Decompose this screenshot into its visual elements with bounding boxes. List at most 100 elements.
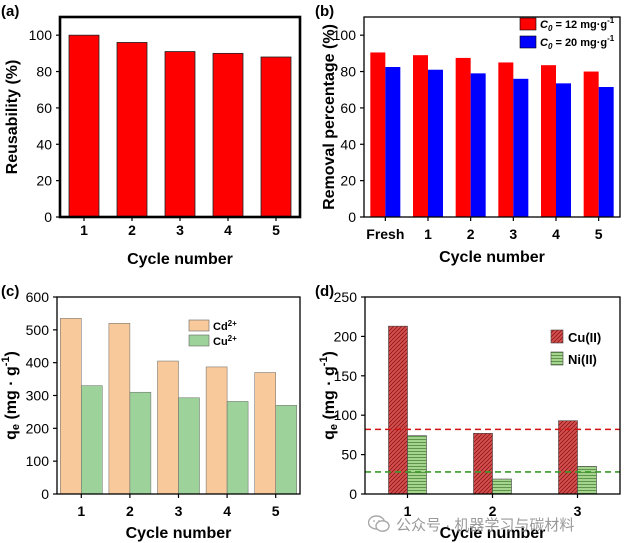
d-ytick-label-0: 0 (349, 486, 357, 502)
b-ytick-label-0: 0 (348, 209, 356, 225)
d-xtick-label-0: 1 (404, 503, 412, 519)
c-ytick-label-6: 600 (26, 289, 50, 305)
d-bar-s1-0 (407, 435, 427, 495)
c-ytick-label-5: 500 (26, 322, 50, 338)
watermark: 公众号 · 机器学习与碳材料 (368, 512, 622, 536)
a-ylabel: Reusability (%) (4, 60, 21, 175)
panel-c: 0 100 200 300 400 500 600 1 2 3 4 5 Cycle number qe (… (0, 283, 301, 542)
a-ytick-label-3: 60 (36, 100, 52, 116)
d-legend-label-1: Ni(II) (568, 352, 597, 367)
b-ytick-label-2: 40 (340, 136, 356, 152)
c-ytick-label-0: 0 (41, 486, 49, 502)
d-panel-label: (d) (315, 283, 334, 300)
b-legend-swatch-1 (519, 35, 537, 49)
c-legend-swatch-1 (188, 334, 210, 347)
a-xtick-label-2: 3 (176, 222, 184, 238)
c-bar-s1-1 (129, 391, 152, 495)
d-ytick-label-5: 250 (334, 289, 358, 305)
c-xtick-label-4: 5 (272, 503, 280, 519)
b-xtick-label-4: 4 (552, 226, 560, 242)
b-xlabel: Cycle number (439, 249, 545, 266)
b-xtick-label-1: 1 (424, 226, 432, 242)
b-panel-label: (b) (315, 3, 334, 20)
d-bar-s0-2 (558, 420, 578, 495)
c-bar-s1-0 (81, 385, 103, 495)
c-panel-label: (c) (1, 283, 19, 300)
d-bar-s0-1 (473, 433, 493, 495)
c-ytick-label-3: 300 (26, 388, 50, 404)
d-bar-s1-2 (577, 466, 597, 495)
c-ytick-label-1: 100 (26, 453, 50, 469)
a-ytick-label-2: 40 (36, 136, 52, 152)
c-bar-s1-4 (275, 405, 297, 495)
a-bar-1 (116, 42, 148, 218)
a-panel-label: (a) (1, 3, 19, 20)
c-bar-s0-4 (254, 372, 276, 495)
d-xtick-label-1: 2 (489, 503, 497, 519)
b-bar-s0-0 (370, 52, 386, 217)
b-bar-s1-1 (428, 69, 443, 218)
b-bar-s0-3 (498, 62, 514, 217)
a-xlabel: Cycle number (127, 251, 233, 268)
b-bar-s1-5 (598, 87, 614, 217)
c-ytick-label-2: 200 (26, 420, 50, 436)
a-ytick-label-5: 100 (29, 27, 53, 43)
d-ytick-label-4: 200 (334, 328, 358, 344)
d-legend-swatch-1 (550, 351, 564, 366)
c-xtick-label-2: 3 (175, 503, 183, 519)
b-bar-s0-4 (541, 65, 556, 217)
b-ytick-label-5: 100 (333, 27, 357, 43)
c-legend-label-0: Cd2+ (213, 319, 237, 333)
c-bar-s0-1 (108, 323, 131, 495)
d-ytick-label-2: 100 (334, 407, 358, 423)
c-ytick-label-4: 400 (26, 355, 50, 371)
a-bar-0 (68, 34, 100, 218)
a-xtick-label-3: 4 (224, 222, 232, 238)
c-bar-s1-2 (178, 397, 200, 495)
panel-a: 0 20 40 60 80 100 1 2 3 4 5 Cycle number Reusability… (1, 3, 302, 268)
b-bar-s1-0 (385, 67, 401, 217)
c-xtick-label-0: 1 (77, 503, 85, 519)
b-bar-s0-2 (455, 57, 471, 218)
b-plot-frame (363, 16, 621, 218)
c-bar-s0-2 (157, 360, 179, 495)
d-legend-swatch-0 (550, 329, 564, 344)
a-ytick-label-4: 80 (36, 64, 52, 80)
a-ytick-label-1: 20 (36, 173, 52, 189)
a-bar-4 (260, 56, 292, 218)
b-legend-swatch-0 (519, 17, 537, 31)
c-bar-s0-0 (60, 318, 82, 495)
a-xtick-label-0: 1 (80, 222, 88, 238)
b-bar-s1-3 (513, 78, 529, 218)
d-legend-label-0: Cu(II) (568, 330, 601, 345)
panel-b: 0 20 40 60 80 100 Fresh 1 2 3 4 5 Cycle number Remova… (315, 3, 621, 266)
c-ylabel: qe (mg · g-1) (0, 351, 22, 440)
b-legend-label-1: C0 = 20 mg·g-1 (540, 34, 615, 51)
b-legend-label-0: C0 = 12 mg·g-1 (540, 16, 615, 33)
b-bar-s1-4 (556, 83, 571, 217)
a-bar-3 (212, 52, 244, 218)
c-xlabel: Cycle number (126, 525, 232, 542)
b-xtick-label-0: Fresh (366, 226, 404, 242)
d-xlabel: Cycle number (440, 525, 546, 542)
a-xtick-label-1: 2 (128, 222, 136, 238)
b-ytick-label-3: 60 (340, 100, 356, 116)
d-bar-s0-0 (388, 325, 408, 495)
c-bar-s0-3 (205, 366, 228, 495)
a-bar-2 (164, 51, 196, 218)
b-xtick-label-3: 3 (509, 226, 517, 242)
d-bar-s1-1 (492, 478, 512, 495)
d-ytick-label-1: 50 (341, 447, 357, 463)
wechat-icon (368, 515, 390, 532)
c-xtick-label-1: 2 (126, 503, 134, 519)
d-xtick-label-2: 3 (574, 503, 582, 519)
panel-d: 0 50 100 150 200 250 1 2 3 Cycle number qe (mg · g… (315, 283, 621, 542)
b-ylabel: Removal percentage (%) (321, 24, 338, 210)
c-legend-swatch-0 (188, 319, 210, 332)
b-bar-s0-1 (413, 55, 428, 217)
b-ytick-label-4: 80 (340, 64, 356, 80)
d-ylabel: qe (mg · g-1) (318, 351, 340, 440)
a-xtick-label-4: 5 (272, 222, 280, 238)
b-bar-s0-5 (583, 71, 599, 217)
c-legend-label-1: Cu2+ (213, 334, 237, 348)
